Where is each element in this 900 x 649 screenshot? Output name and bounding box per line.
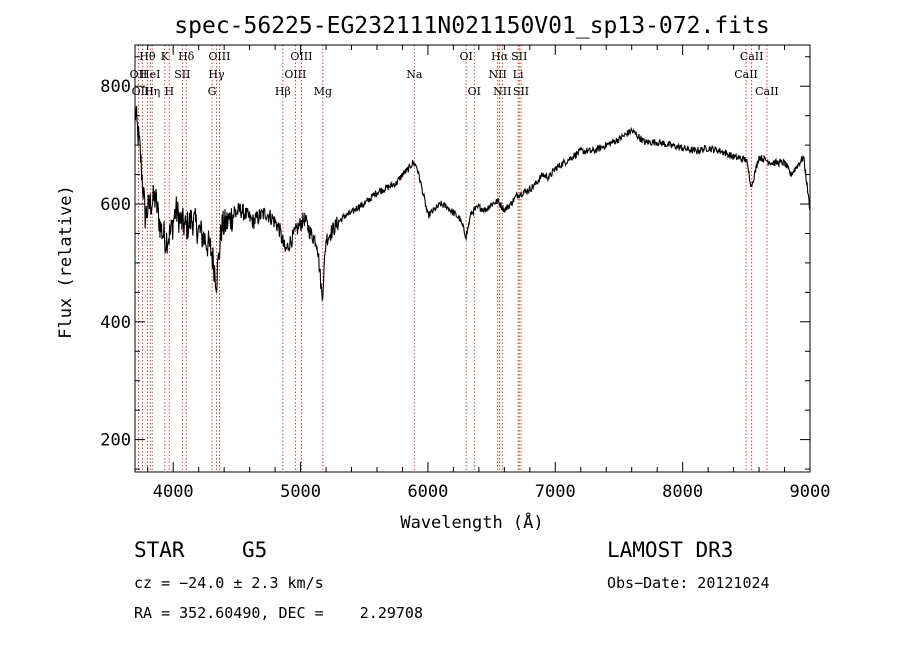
line-label-15: Mg	[314, 85, 332, 98]
line-label-16: Na	[406, 68, 423, 81]
y-tick-label-0: 200	[100, 431, 131, 451]
line-label-21: NII	[489, 68, 507, 81]
line-label-14: OIII	[284, 68, 306, 81]
redshift-cz: cz = −24.0 ± 2.3 km/s	[134, 574, 324, 592]
x-tick-label-5: 9000	[790, 482, 831, 502]
x-axis-label: Wavelength (Å)	[400, 511, 543, 533]
y-tick-label-1: 400	[100, 313, 131, 333]
survey-name: LAMOST DR3	[607, 538, 734, 562]
line-label-26: CaII	[734, 68, 758, 81]
line-label-5: K	[161, 50, 170, 63]
line-label-8: Hδ	[178, 50, 195, 63]
line-label-20: SII	[511, 50, 527, 63]
line-label-24: SII	[513, 85, 529, 98]
y-axis-label: Flux (relative)	[56, 185, 76, 339]
observation-date: Obs−Date: 20121024	[607, 574, 770, 592]
y-axis-ticks: 200 400 600 800	[100, 56, 810, 470]
line-label-10: Hγ	[208, 68, 225, 81]
plot-frame	[134, 44, 811, 473]
line-label-17: OI	[459, 50, 472, 63]
x-tick-label-1: 5000	[280, 482, 321, 502]
line-label-3: HeI	[140, 68, 160, 81]
line-label-11: G	[208, 85, 217, 98]
chart-title: spec-56225-EG232111N021150V01_sp13-072.f…	[174, 13, 769, 39]
y-tick-label-3: 800	[100, 77, 131, 97]
coordinates: RA = 352.60490, DEC = 2.29708	[134, 604, 423, 622]
line-label-6: H	[164, 85, 174, 98]
line-label-2: OIII	[132, 85, 154, 98]
object-subclass: G5	[242, 538, 268, 562]
line-label-13: OIII	[290, 50, 312, 63]
line-label-18: OI	[468, 85, 481, 98]
line-label-9: OIII	[208, 50, 230, 63]
line-label-25: CaII	[740, 50, 764, 63]
line-label-19: Hα	[491, 50, 509, 63]
x-axis-ticks: 4000 5000 6000 7000 8000 9000	[147, 45, 831, 502]
x-tick-label-3: 7000	[535, 482, 576, 502]
x-tick-label-0: 4000	[153, 482, 194, 502]
x-tick-label-4: 8000	[662, 482, 703, 502]
line-label-4: Hη	[144, 85, 160, 98]
line-label-22: Li	[513, 68, 524, 81]
line-label-27: CaII	[755, 85, 779, 98]
line-label-1: OII	[130, 68, 148, 81]
line-label-12: Hβ	[275, 85, 291, 98]
y-tick-label-2: 600	[100, 195, 131, 215]
x-tick-label-2: 6000	[407, 482, 448, 502]
line-label-0: Hθ	[139, 50, 156, 63]
spectrum-series-line	[134, 104, 811, 302]
object-class: STAR	[134, 538, 185, 562]
spectral-line-markers	[138, 45, 768, 472]
line-label-23: NII	[493, 85, 511, 98]
line-label-7: SII	[174, 68, 190, 81]
